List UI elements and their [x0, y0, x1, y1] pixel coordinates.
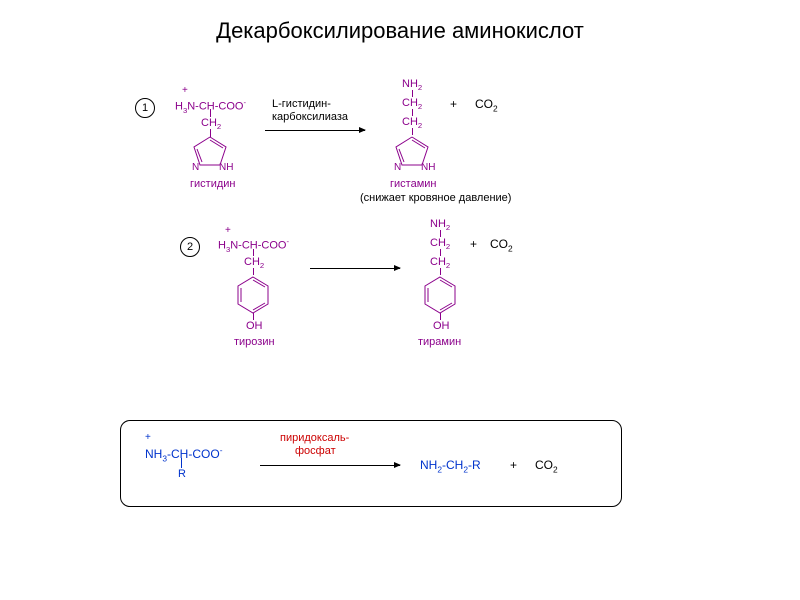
r1-ring-nh: NH: [219, 162, 233, 173]
r2-p-ch2a-t: CH: [430, 237, 446, 249]
r1-arrow: [265, 130, 365, 131]
r2-benzene-sub: [234, 275, 272, 315]
gen-p-pre: NH: [420, 458, 437, 472]
gen-sub-r: R: [178, 468, 186, 480]
r1-p-ch2b-t: CH: [402, 116, 418, 128]
r1-product-note: (снижает кровяное давление): [360, 192, 511, 204]
r2-s-sup: -: [286, 237, 289, 246]
r2-co2-s: 2: [508, 243, 513, 253]
r2-p-nh2-s: 2: [446, 223, 450, 232]
r1-product-name: гистамин: [390, 178, 436, 190]
r1-p-bond3: [412, 128, 413, 135]
gen-enzyme-l1: пиридоксаль-: [280, 432, 349, 444]
gen-co2-s: 2: [553, 464, 558, 474]
r1-enzyme-l1: L-гистидин-: [272, 98, 331, 110]
r2-p-bond3: [440, 268, 441, 275]
r2-s-ch2-t: CH: [244, 256, 260, 268]
r1-co2: CO2: [475, 97, 498, 113]
r2-p-bond2: [440, 249, 441, 256]
r1-p-bond2: [412, 109, 413, 116]
r1-p-bond1: [412, 90, 413, 97]
r2-prod-name: тирамин: [418, 336, 461, 348]
page-title: Декарбоксилирование аминокислот: [0, 18, 800, 44]
r2-s-bond1: [253, 249, 254, 256]
r1-sub-h: H: [175, 101, 183, 113]
r2-p-nh2-t: NH: [430, 218, 446, 230]
r1-sub-ch2: CH2: [201, 117, 221, 131]
r1-sub-bond1: [210, 109, 211, 117]
r1-co2-t: CO: [475, 97, 493, 111]
reaction-1-number: 1: [135, 98, 155, 118]
r1-sub-ch2-sub: 2: [217, 122, 221, 131]
gen-sub-plus: +: [145, 432, 151, 443]
r1-substrate-name: гистидин: [190, 178, 235, 190]
r2-p-bond1: [440, 230, 441, 237]
r2-sub-ch2: CH2: [244, 256, 264, 270]
r1-p-nh2-t: NH: [402, 78, 418, 90]
gen-prod-formula: NH2-CH2-R: [420, 458, 481, 474]
gen-arrow: [260, 465, 400, 466]
gen-s-pre: NH: [145, 447, 162, 461]
gen-s-bond: [181, 458, 182, 468]
r2-prod-oh: OH: [433, 320, 450, 332]
gen-co2: CO2: [535, 458, 558, 474]
r2-p-ch2b-s: 2: [446, 261, 450, 270]
r2-p-bond4: [440, 313, 441, 320]
gen-s-sup: -: [220, 445, 223, 455]
gen-sub-formula: NH3-CH-COO-: [145, 445, 222, 463]
r2-sub-oh: OH: [246, 320, 263, 332]
r2-p-ch2b-t: CH: [430, 256, 446, 268]
r2-sub-name: тирозин: [234, 336, 275, 348]
gen-s-mid: -CH-COO: [167, 447, 220, 461]
r1-co2-s: 2: [493, 103, 498, 113]
r1-p-ch2b-s: 2: [418, 121, 422, 130]
gen-co2-t: CO: [535, 458, 553, 472]
reaction-2-number: 2: [180, 237, 200, 257]
r1-sub-ch2-txt: CH: [201, 117, 217, 129]
gen-enzyme-l2: фосфат: [295, 445, 336, 457]
r1-sub-sup: -: [243, 98, 246, 107]
r1-p-ch2a-s: 2: [418, 102, 422, 111]
r2-co2: CO2: [490, 237, 513, 253]
r2-benzene-prod: [421, 275, 459, 315]
r2-p-ch2a-s: 2: [446, 242, 450, 251]
r1-p-ch2a-t: CH: [402, 97, 418, 109]
r2-plus: +: [470, 237, 477, 251]
r1-substrate-plus: +: [182, 85, 188, 96]
r1-plus: +: [450, 97, 457, 111]
r2-co2-t: CO: [490, 237, 508, 251]
r1-prod-ring-nh: NH: [421, 162, 435, 173]
gen-p-suf: -R: [468, 458, 481, 472]
r1-sub-mid: N-CH-COO: [187, 101, 243, 113]
r1-enzyme-l2: карбоксилиаза: [272, 111, 348, 123]
r2-s-bond2: [253, 268, 254, 275]
gen-plus: +: [510, 458, 517, 472]
r1-prod-ring-n: N: [394, 162, 401, 173]
r2-substrate-plus: +: [225, 225, 231, 236]
gen-p-mid: -CH: [442, 458, 463, 472]
r1-ring-n: N: [192, 162, 199, 173]
r2-s-mid: N-CH-COO: [230, 240, 286, 252]
r2-s-h: H: [218, 240, 226, 252]
r2-s-bond3: [253, 313, 254, 320]
r2-s-ch2-s: 2: [260, 261, 264, 270]
r2-arrow: [310, 268, 400, 269]
r1-p-nh2-s: 2: [418, 83, 422, 92]
